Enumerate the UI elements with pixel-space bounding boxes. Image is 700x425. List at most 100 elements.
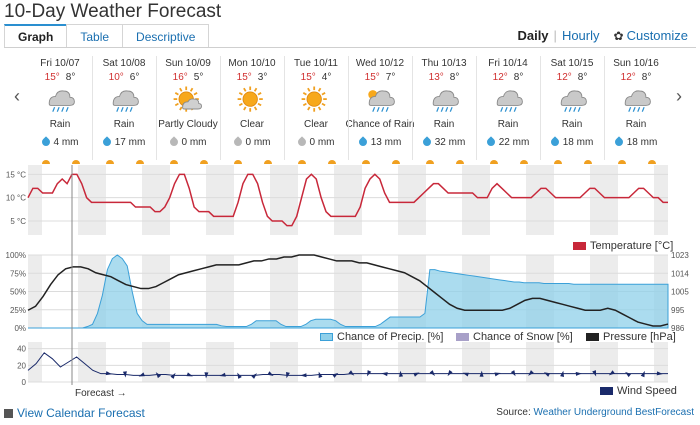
sunrise-icon bbox=[106, 160, 114, 164]
wind-direction-arrow bbox=[155, 372, 162, 379]
day-card[interactable]: Sun 10/16 12° 8° Rain 18 mm bbox=[604, 56, 668, 164]
day-temps: 12° 8° bbox=[476, 72, 540, 83]
day-precip-amount: 13 mm bbox=[370, 137, 402, 148]
rain-icon bbox=[496, 90, 523, 112]
sunrise-icon bbox=[426, 160, 434, 164]
snow-swatch bbox=[456, 333, 469, 341]
daily-toggle[interactable]: Daily bbox=[517, 28, 549, 43]
wind-direction-arrow bbox=[494, 372, 501, 377]
pressure-axis-label: 1005 bbox=[671, 288, 689, 297]
day-temps: 10° 6° bbox=[92, 72, 156, 83]
wind-direction-arrow bbox=[170, 372, 176, 379]
night-band bbox=[590, 165, 604, 235]
sunset-icon bbox=[72, 160, 80, 164]
gear-icon[interactable]: ✿ bbox=[613, 28, 624, 43]
customize-link[interactable]: Customize bbox=[626, 28, 688, 43]
sun-icon bbox=[237, 86, 263, 112]
day-card[interactable]: Fri 10/07 15° 8° Rain 4 mm bbox=[28, 56, 92, 164]
night-band bbox=[412, 165, 426, 235]
wind-line bbox=[27, 352, 668, 376]
day-condition-text: Rain bbox=[113, 119, 135, 130]
wind-direction-arrow bbox=[237, 372, 242, 379]
day-precip-amount: 18 mm bbox=[562, 137, 594, 148]
day-divider bbox=[412, 56, 413, 160]
hourly-toggle[interactable]: Hourly bbox=[561, 28, 600, 43]
day-condition-text: Partly Cloudy bbox=[158, 119, 218, 130]
tab-table[interactable]: Table bbox=[66, 24, 124, 48]
wind-direction-arrow bbox=[105, 371, 112, 376]
day-divider bbox=[348, 56, 349, 160]
day-card[interactable]: Fri 10/14 12° 8° Rain 22 mm bbox=[476, 56, 540, 164]
temp-axis-label: 15 °C bbox=[6, 170, 26, 179]
tab-descriptive[interactable]: Descriptive bbox=[122, 24, 210, 48]
legend-precip-label: Chance of Precip. [%] bbox=[337, 331, 444, 343]
day-card[interactable]: Sat 10/08 10° 6° Rain 17 mm bbox=[92, 56, 156, 164]
night-band bbox=[462, 165, 476, 235]
raindrop-icon bbox=[39, 136, 52, 149]
day-precip: 18 mm bbox=[604, 136, 668, 149]
day-condition: Rain bbox=[476, 115, 540, 135]
day-card[interactable]: Sun 10/09 16° 5° Partly Cloudy 0 mm bbox=[156, 56, 220, 164]
day-precip-amount: 22 mm bbox=[498, 137, 530, 148]
night-band bbox=[412, 342, 426, 382]
precip-axis-label: 0% bbox=[14, 324, 26, 333]
wind-direction-arrow bbox=[381, 372, 388, 377]
calendar-forecast-link[interactable]: View Calendar Forecast bbox=[4, 406, 145, 420]
day-divider bbox=[604, 56, 605, 160]
night-band bbox=[92, 342, 106, 382]
night-band bbox=[526, 165, 540, 235]
day-divider bbox=[284, 56, 285, 160]
day-date: Wed 10/12 bbox=[355, 58, 405, 69]
day-condition-text: Chance of Rain bbox=[345, 119, 415, 130]
prev-days-arrow[interactable]: ‹ bbox=[14, 86, 20, 106]
day-card[interactable]: Tue 10/11 15° 4° Clear 0 mm bbox=[284, 56, 348, 164]
precip-axis-label: 50% bbox=[10, 288, 26, 297]
calendar-forecast-label[interactable]: View Calendar Forecast bbox=[17, 406, 145, 420]
day-card[interactable]: Sat 10/15 12° 8° Rain 18 mm bbox=[540, 56, 604, 164]
view-tabs: Graph Table Descriptive bbox=[4, 24, 210, 48]
wind-direction-arrow bbox=[367, 370, 372, 377]
day-date: Fri 10/14 bbox=[488, 58, 528, 69]
sunset-icon bbox=[392, 160, 400, 164]
wind-direction-arrow bbox=[413, 372, 420, 377]
wind-direction-arrow bbox=[204, 372, 209, 379]
wind-direction-arrow bbox=[543, 372, 551, 377]
temperature-line bbox=[27, 173, 668, 227]
night-band bbox=[220, 342, 234, 382]
day-high-temp: 12° bbox=[492, 72, 508, 83]
legend-wind: Wind Speed bbox=[600, 385, 677, 397]
day-high-temp: 12° bbox=[620, 72, 636, 83]
wind-direction-arrow bbox=[447, 370, 453, 377]
day-card[interactable]: Wed 10/12 15° 7° Chance of Rain 13 mm bbox=[345, 56, 415, 164]
legend-precip: Chance of Precip. [%] bbox=[320, 331, 443, 343]
next-days-arrow[interactable]: › bbox=[676, 86, 682, 106]
sunrise-icon bbox=[618, 160, 626, 164]
wind-direction-arrow bbox=[318, 371, 323, 378]
wind-direction-arrow bbox=[510, 370, 516, 377]
sunset-icon bbox=[200, 160, 208, 164]
source-link[interactable]: Weather Underground BestForecast bbox=[533, 407, 694, 418]
sunrise-icon bbox=[298, 160, 306, 164]
day-card[interactable]: Thu 10/13 13° 8° Rain 32 mm bbox=[412, 56, 476, 164]
night-band bbox=[654, 342, 668, 382]
night-band bbox=[604, 165, 618, 235]
day-precip: 22 mm bbox=[476, 136, 540, 149]
day-condition-text: Rain bbox=[497, 119, 519, 130]
night-band bbox=[540, 342, 554, 382]
page-title: 10-Day Weather Forecast bbox=[4, 1, 222, 22]
day-date: Tue 10/11 bbox=[294, 58, 338, 69]
day-precip: 0 mm bbox=[220, 136, 284, 149]
sunset-icon bbox=[456, 160, 464, 164]
wind-direction-arrow bbox=[625, 371, 632, 378]
legend-wind-label: Wind Speed bbox=[617, 385, 677, 397]
day-low-temp: 8° bbox=[65, 72, 76, 83]
day-high-temp: 13° bbox=[428, 72, 444, 83]
day-precip: 13 mm bbox=[348, 136, 412, 149]
day-card[interactable]: Mon 10/10 15° 3° Clear 0 mm bbox=[220, 56, 284, 164]
pressure-line bbox=[27, 254, 669, 327]
daily-forecast-strip: Fri 10/07 15° 8° Rain 4 mm Sat 10/08 10° 6° Rain… bbox=[28, 56, 668, 166]
temp-axis-label: 5 °C bbox=[10, 217, 26, 226]
day-low-temp: 3° bbox=[257, 72, 268, 83]
day-high-temp: 15° bbox=[364, 72, 380, 83]
tab-graph[interactable]: Graph bbox=[4, 24, 68, 48]
